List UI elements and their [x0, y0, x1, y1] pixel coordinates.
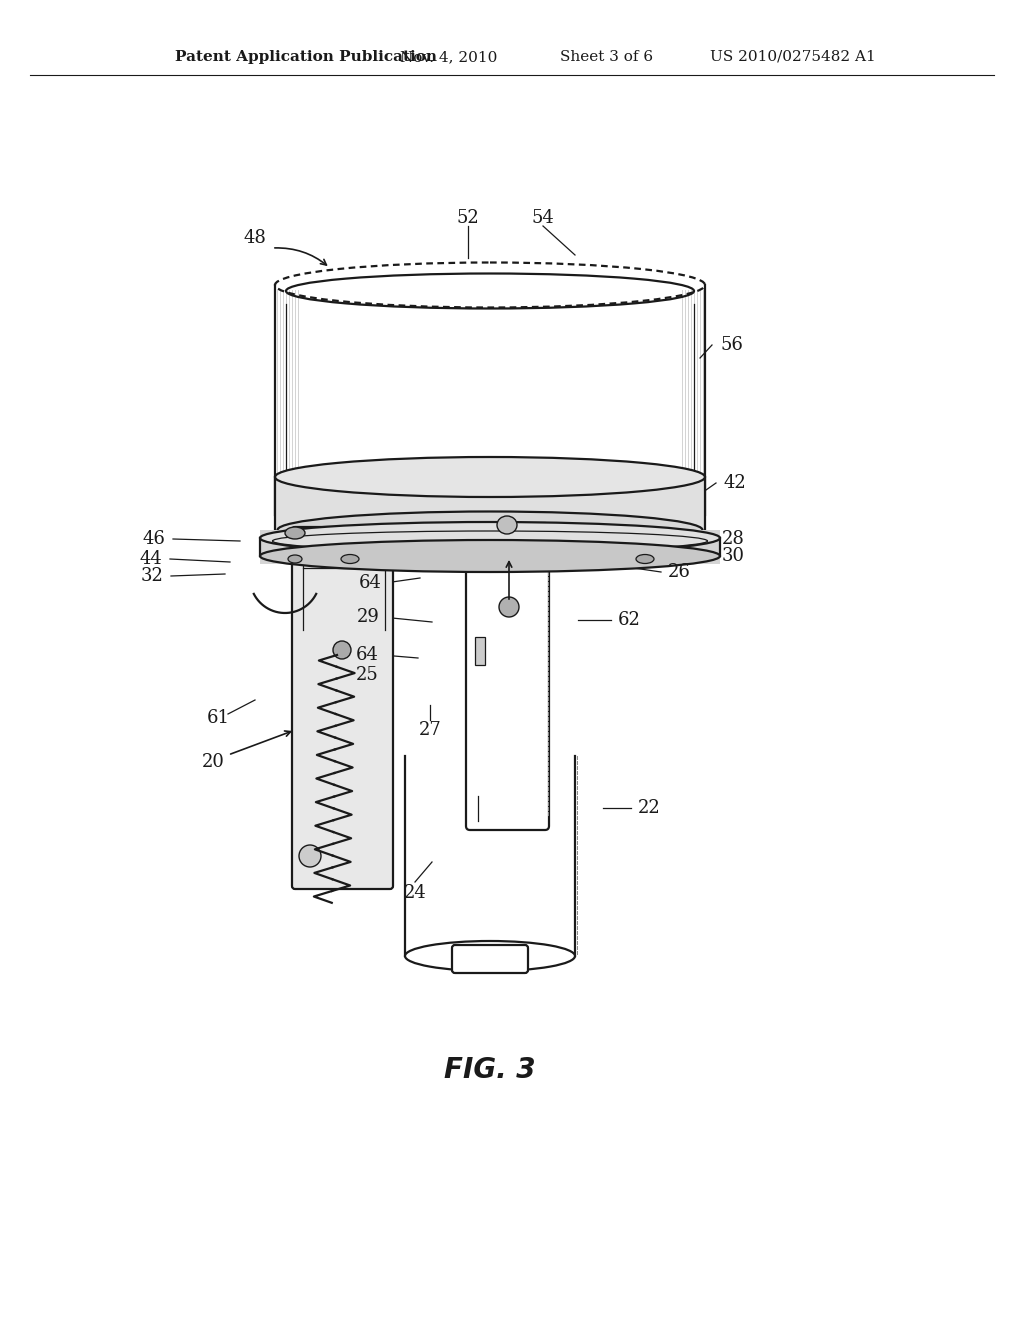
Ellipse shape [497, 516, 517, 535]
Text: 48: 48 [244, 228, 266, 247]
Bar [275, 477, 705, 531]
FancyBboxPatch shape [292, 527, 393, 888]
Text: 62: 62 [618, 611, 641, 630]
Text: 24: 24 [403, 884, 426, 902]
Text: Nov. 4, 2010: Nov. 4, 2010 [400, 50, 498, 63]
Ellipse shape [288, 554, 302, 564]
Ellipse shape [299, 845, 321, 867]
Text: 25: 25 [355, 667, 379, 684]
Ellipse shape [275, 457, 705, 498]
Text: 28: 28 [722, 531, 744, 548]
Text: 46: 46 [142, 531, 165, 548]
Text: 61: 61 [207, 709, 229, 727]
Ellipse shape [406, 941, 575, 972]
Ellipse shape [278, 511, 702, 549]
Ellipse shape [341, 554, 359, 564]
FancyBboxPatch shape [466, 523, 549, 830]
Bar [260, 531, 720, 564]
Text: 29: 29 [356, 609, 380, 626]
Text: 27: 27 [419, 721, 441, 739]
Ellipse shape [260, 540, 720, 572]
Ellipse shape [333, 642, 351, 659]
Bar [275, 285, 705, 515]
Text: Patent Application Publication: Patent Application Publication [175, 50, 437, 63]
Text: 22: 22 [638, 799, 660, 817]
Text: Sheet 3 of 6: Sheet 3 of 6 [560, 50, 653, 63]
Text: 42: 42 [724, 474, 746, 492]
Ellipse shape [499, 597, 519, 616]
Text: 32: 32 [140, 568, 163, 585]
Text: 30: 30 [722, 546, 745, 565]
Text: US 2010/0275482 A1: US 2010/0275482 A1 [710, 50, 876, 63]
Bar [406, 756, 575, 956]
Text: 20: 20 [202, 752, 224, 771]
Text: 64: 64 [358, 574, 381, 591]
Text: FIG. 3: FIG. 3 [444, 1056, 536, 1084]
Ellipse shape [285, 527, 305, 539]
Ellipse shape [260, 521, 720, 554]
Text: 56: 56 [720, 337, 742, 354]
Text: 54: 54 [531, 209, 554, 227]
Bar [475, 638, 485, 665]
Text: 64: 64 [355, 645, 379, 664]
FancyBboxPatch shape [452, 945, 528, 973]
Text: 44: 44 [139, 550, 162, 568]
Text: 52: 52 [457, 209, 479, 227]
Ellipse shape [636, 554, 654, 564]
Text: 26: 26 [668, 564, 691, 581]
